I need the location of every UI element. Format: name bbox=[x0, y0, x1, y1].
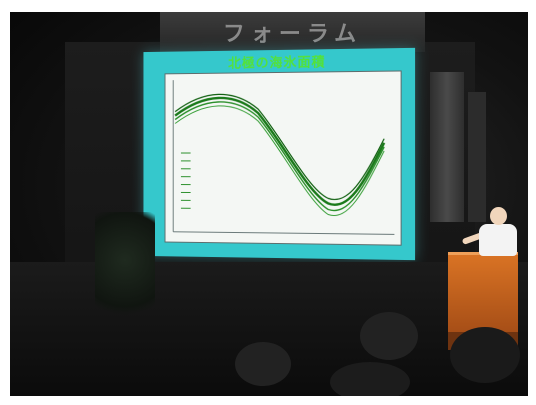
audience-head bbox=[330, 362, 410, 396]
lecture-photo: フォーラム 北極の海氷面積 bbox=[10, 12, 528, 396]
stage-plant bbox=[95, 212, 155, 332]
sea-ice-curve-plot bbox=[166, 71, 401, 244]
slide-plot bbox=[165, 70, 402, 245]
stage-banner: フォーラム bbox=[160, 12, 425, 52]
right-panel-pillar-2 bbox=[468, 92, 486, 222]
projection-screen: 北極の海氷面積 bbox=[143, 48, 415, 260]
speaker-head bbox=[490, 207, 507, 225]
slide-title: 北極の海氷面積 bbox=[143, 50, 415, 73]
audience-head bbox=[450, 327, 520, 383]
banner-text: フォーラム bbox=[160, 16, 425, 48]
right-panel-pillar bbox=[430, 72, 464, 222]
speaker-body bbox=[479, 224, 517, 256]
audience-head bbox=[235, 342, 291, 386]
audience-head bbox=[360, 312, 418, 360]
